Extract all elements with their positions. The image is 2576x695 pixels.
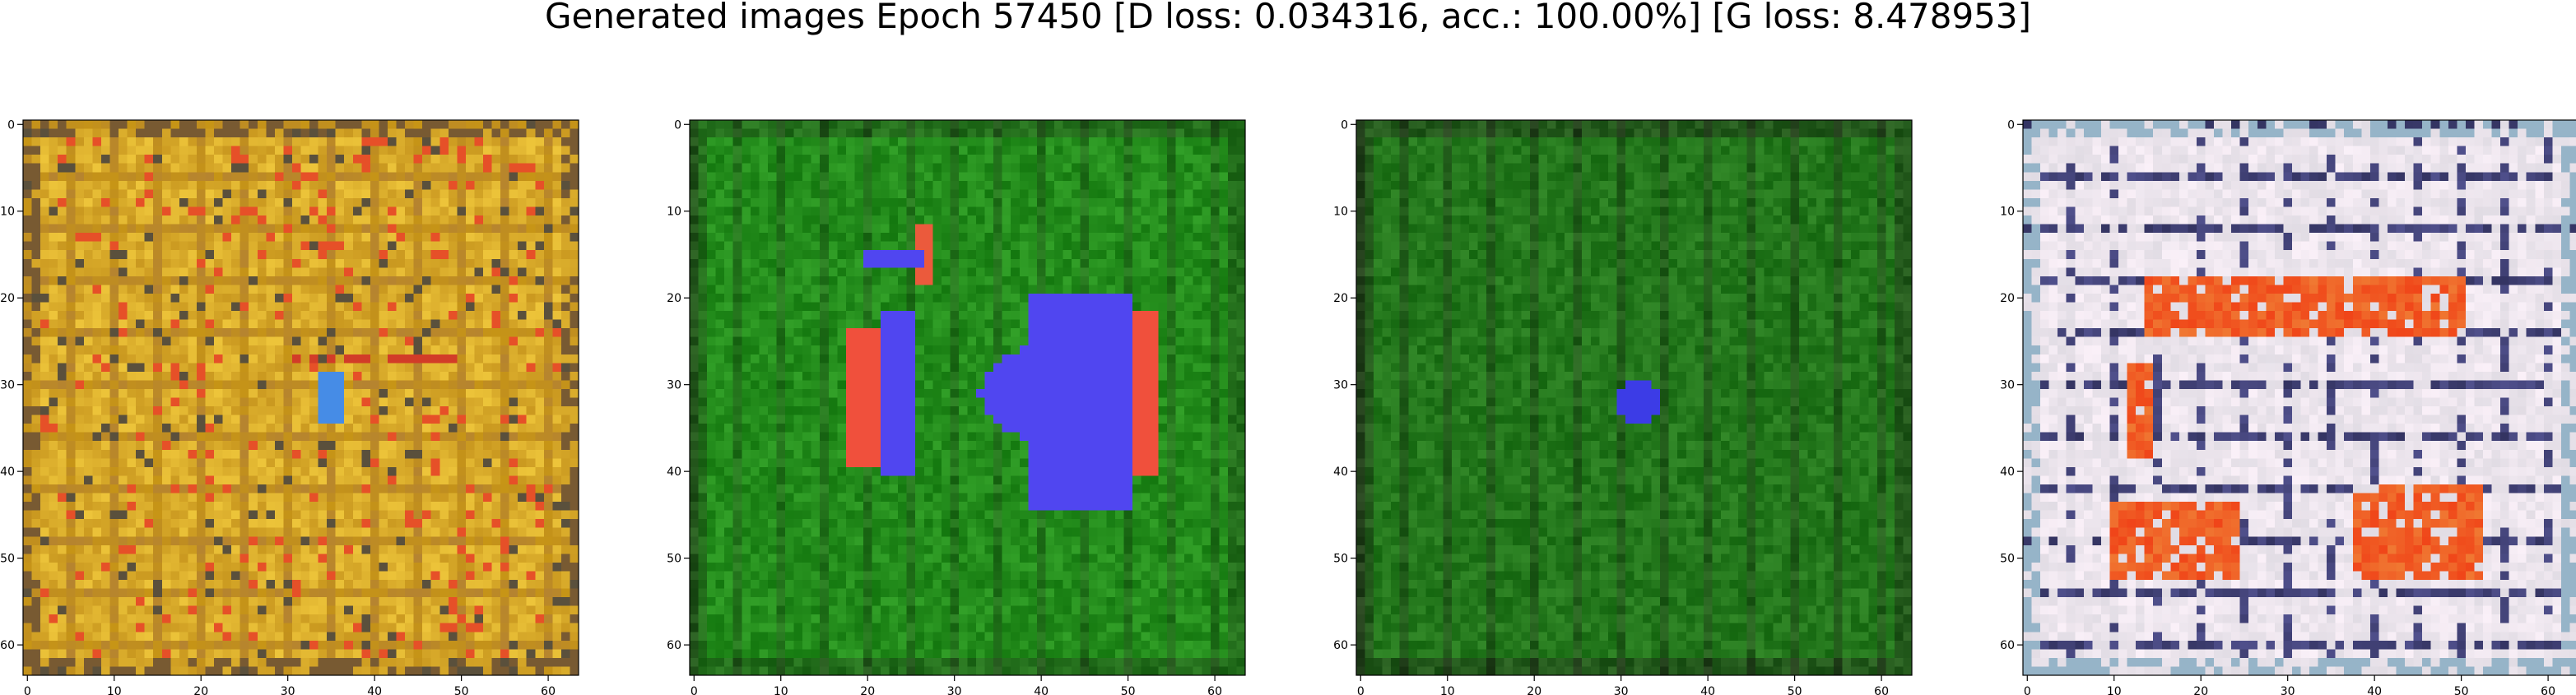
generated-image-1: 0 10 20 30 40 50 60 0 10 20 30 40 50 60 bbox=[0, 118, 579, 695]
generated-image-1-x-tick-label: 20 bbox=[193, 685, 208, 695]
generated-image-4-y-tick-label: 30 bbox=[2000, 379, 2015, 392]
generated-image-1-x-tick-label: 30 bbox=[281, 685, 295, 695]
generated-image-3-x-tick-label: 0 bbox=[1357, 685, 1365, 695]
generated-image-1-x-tick-label: 60 bbox=[541, 685, 556, 695]
generated-image-4-y-tick-label: 40 bbox=[2000, 466, 2015, 479]
generated-image-2: 0 10 20 30 40 50 60 0 10 20 30 40 50 60 bbox=[667, 118, 1246, 695]
generated-image-4-x-tick-label: 20 bbox=[2193, 685, 2208, 695]
generated-image-2-x-tick-label: 40 bbox=[1034, 685, 1049, 695]
generated-image-1-x-tick-label: 50 bbox=[454, 685, 469, 695]
generated-image-2-x-tick-label: 30 bbox=[947, 685, 962, 695]
generated-image-3-y-tick-label: 0 bbox=[1341, 118, 1348, 132]
generated-image-3-y-tick-label: 60 bbox=[1333, 639, 1348, 652]
generated-image-1-y-tick-label: 0 bbox=[7, 118, 15, 132]
generated-image-3-y-tick-label: 30 bbox=[1333, 379, 1348, 392]
generated-image-2-x-tick-label: 60 bbox=[1207, 685, 1222, 695]
generated-image-1-y-tick-label: 60 bbox=[0, 639, 15, 652]
generated-image-1-x-tick-label: 10 bbox=[107, 685, 122, 695]
generated-image-4-x-tick-label: 40 bbox=[2367, 685, 2382, 695]
generated-image-2-y-tick-label: 60 bbox=[667, 639, 681, 652]
generated-image-3-y-tick-label: 50 bbox=[1333, 553, 1348, 566]
generated-image-3: 0 10 20 30 40 50 60 0 10 20 30 40 50 60 bbox=[1333, 118, 1913, 695]
generated-image-1-y-tick-label: 30 bbox=[0, 379, 15, 392]
generated-image-4-x-tick-label: 0 bbox=[2024, 685, 2031, 695]
generated-image-4-y-tick-label: 60 bbox=[2000, 639, 2015, 652]
generated-image-3-x-tick-label: 40 bbox=[1700, 685, 1715, 695]
generated-image-1-pixels bbox=[23, 120, 579, 676]
generated-image-2-pixels bbox=[690, 120, 1246, 676]
generated-image-3-y-tick-label: 20 bbox=[1333, 292, 1348, 305]
generated-image-1-y-tick-label: 10 bbox=[0, 206, 15, 219]
generated-image-3-axes-frame bbox=[1355, 119, 1913, 676]
generated-image-4-y-tick-label: 20 bbox=[2000, 292, 2015, 305]
generated-image-2-y-tick-label: 40 bbox=[667, 466, 681, 479]
generated-image-4-y-tick-label: 10 bbox=[2000, 206, 2015, 219]
generated-image-4-x-tick-label: 10 bbox=[2107, 685, 2122, 695]
generated-image-2-y-tick-label: 0 bbox=[674, 118, 681, 132]
generated-image-2-axes-frame bbox=[689, 119, 1246, 676]
figure-title: Generated images Epoch 57450 [D loss: 0.… bbox=[544, 0, 2032, 36]
generated-image-3-x-tick-label: 60 bbox=[1874, 685, 1889, 695]
generated-image-2-x-tick-label: 10 bbox=[774, 685, 788, 695]
generated-image-2-y-tick-label: 10 bbox=[667, 206, 681, 219]
generated-image-1-x-tick-label: 0 bbox=[24, 685, 31, 695]
generated-image-4: 0 10 20 30 40 50 60 0 10 20 30 40 50 60 bbox=[2000, 118, 2576, 695]
generated-image-2-x-tick-label: 50 bbox=[1121, 685, 1136, 695]
generated-image-3-x-tick-label: 10 bbox=[1440, 685, 1455, 695]
generated-image-2-y-tick-label: 30 bbox=[667, 379, 681, 392]
generated-image-1-axes-frame bbox=[22, 119, 579, 676]
generated-image-4-axes-frame bbox=[2022, 119, 2576, 676]
generated-image-3-pixels bbox=[1356, 120, 1913, 676]
generated-image-3-y-tick-label: 10 bbox=[1333, 206, 1348, 219]
generated-image-2-y-tick-label: 50 bbox=[667, 553, 681, 566]
generated-image-4-pixels bbox=[2023, 120, 2576, 676]
generated-image-4-y-tick-label: 50 bbox=[2000, 553, 2015, 566]
generated-image-1-y-tick-label: 40 bbox=[0, 466, 15, 479]
generated-image-4-x-tick-label: 30 bbox=[2281, 685, 2295, 695]
generated-image-3-x-tick-label: 20 bbox=[1527, 685, 1541, 695]
generated-image-3-x-tick-label: 50 bbox=[1788, 685, 1802, 695]
generated-image-4-y-tick-label: 0 bbox=[2007, 118, 2015, 132]
generated-image-1-x-tick-label: 40 bbox=[367, 685, 382, 695]
generated-image-1-y-tick-label: 20 bbox=[0, 292, 15, 305]
generated-image-4-x-tick-label: 50 bbox=[2454, 685, 2469, 695]
generated-image-2-x-tick-label: 20 bbox=[860, 685, 875, 695]
generated-image-3-y-tick-label: 40 bbox=[1333, 466, 1348, 479]
generated-image-1-y-tick-label: 50 bbox=[0, 553, 15, 566]
generated-image-2-x-tick-label: 0 bbox=[690, 685, 698, 695]
generated-image-4-x-tick-label: 60 bbox=[2541, 685, 2555, 695]
generated-image-3-x-tick-label: 30 bbox=[1614, 685, 1629, 695]
generated-image-2-y-tick-label: 20 bbox=[667, 292, 681, 305]
